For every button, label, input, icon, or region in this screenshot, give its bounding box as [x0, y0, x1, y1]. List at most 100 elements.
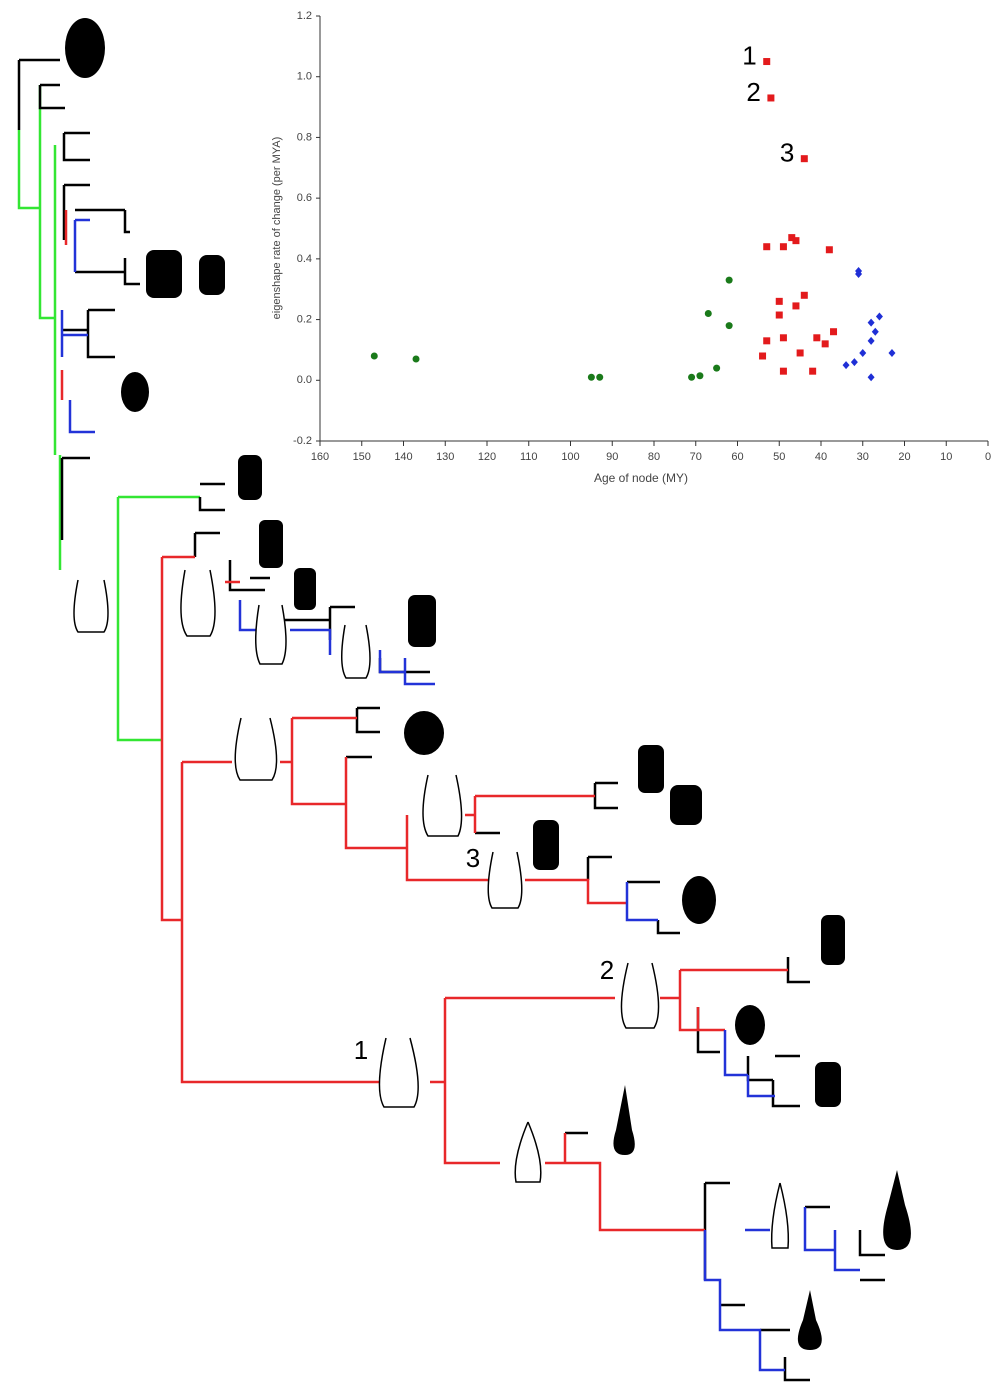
x-tick-label: 100	[561, 451, 579, 463]
mandible-outline	[181, 570, 215, 636]
beetle-silhouette	[65, 18, 105, 78]
point	[792, 302, 799, 309]
point	[809, 368, 816, 375]
beetle-silhouette	[682, 876, 716, 924]
annotation: 2	[746, 77, 760, 107]
point	[822, 340, 829, 347]
point	[413, 356, 420, 363]
point	[830, 328, 837, 335]
x-tick-label: 150	[353, 451, 371, 463]
node-label: 3	[466, 843, 480, 873]
point	[797, 349, 804, 356]
x-tick-label: 70	[690, 451, 702, 463]
point	[868, 337, 875, 345]
beetle-silhouette	[146, 250, 182, 298]
point	[763, 337, 770, 344]
mandible-outline	[342, 625, 370, 678]
point	[801, 292, 808, 299]
point	[851, 358, 858, 366]
beetle-silhouette	[670, 785, 702, 825]
x-tick-label: 80	[648, 451, 660, 463]
point	[813, 334, 820, 341]
point	[776, 298, 783, 305]
beetle-silhouette	[815, 1062, 841, 1107]
beetle-silhouette	[798, 1290, 822, 1350]
silhouettes	[65, 18, 911, 1350]
node-label: 1	[354, 1035, 368, 1065]
node-label: 2	[600, 955, 614, 985]
point	[726, 277, 733, 284]
x-tick-label: 140	[394, 451, 412, 463]
point	[780, 368, 787, 375]
beetle-silhouette	[199, 255, 225, 295]
x-axis-label: Age of node (MY)	[594, 471, 688, 485]
mandible-outline	[423, 775, 462, 836]
point	[776, 312, 783, 319]
x-tick-label: 50	[773, 451, 785, 463]
branch	[19, 85, 200, 740]
x-tick-label: 90	[606, 451, 618, 463]
point	[713, 365, 720, 372]
beetle-silhouette	[638, 745, 664, 793]
mandible-outline	[772, 1183, 789, 1248]
point	[792, 237, 799, 244]
x-tick-label: 110	[520, 451, 538, 463]
beetle-silhouette	[613, 1085, 634, 1155]
beetle-silhouette	[121, 372, 149, 412]
point	[596, 374, 603, 381]
point	[780, 243, 787, 250]
point	[780, 334, 787, 341]
point	[688, 374, 695, 381]
point	[759, 353, 766, 360]
beetle-silhouette	[821, 915, 845, 965]
beetle-silhouette	[883, 1170, 911, 1250]
point	[872, 328, 879, 336]
point	[888, 349, 895, 357]
annotation: 1	[742, 40, 756, 70]
point	[705, 310, 712, 317]
scatter-chart: eigenshape rate of change (per MYA) Age …	[271, 10, 991, 485]
x-tick-label: 10	[940, 451, 952, 463]
mandible-outline	[488, 852, 522, 908]
y-tick-label: 0.8	[297, 131, 312, 143]
point	[726, 322, 733, 329]
y-tick-label: -0.2	[293, 435, 312, 447]
x-tick-label: 0	[985, 451, 991, 463]
point	[371, 353, 378, 360]
y-tick-label: 1.0	[297, 71, 312, 83]
x-tick-label: 160	[311, 451, 329, 463]
point	[696, 372, 703, 379]
figure: 3 2 1 eigenshape rate of change (per MYA…	[0, 0, 995, 1384]
x-tick-label: 20	[898, 451, 910, 463]
x-tick-label: 130	[436, 451, 454, 463]
y-tick-label: 0.2	[297, 313, 312, 325]
point	[826, 246, 833, 253]
phylogeny: 3 2 1	[19, 18, 911, 1380]
point	[801, 155, 808, 162]
point	[876, 313, 883, 321]
y-tick-label: 0.6	[297, 192, 312, 204]
annotation: 3	[780, 138, 794, 168]
point	[859, 349, 866, 357]
point	[763, 58, 770, 65]
mandible-outline	[235, 718, 276, 780]
point	[767, 94, 774, 101]
x-tick-label: 40	[815, 451, 827, 463]
mandible-outline	[515, 1122, 541, 1182]
mandible-outline	[621, 963, 658, 1028]
y-axis-label: eigenshape rate of change (per MYA)	[271, 137, 283, 320]
x-tick-label: 120	[478, 451, 496, 463]
beetle-silhouette	[404, 711, 444, 755]
y-tick-label: 1.2	[297, 10, 312, 22]
beetle-silhouette	[259, 520, 283, 568]
point	[763, 243, 770, 250]
y-tick-label: 0.4	[297, 253, 312, 265]
beetle-silhouette	[408, 595, 436, 647]
beetle-silhouette	[533, 820, 559, 870]
mandible-outline	[379, 1038, 418, 1107]
point	[868, 373, 875, 381]
y-tick-label: 0.0	[297, 374, 312, 386]
point	[843, 361, 850, 369]
beetle-silhouette	[735, 1005, 765, 1045]
point	[868, 319, 875, 327]
